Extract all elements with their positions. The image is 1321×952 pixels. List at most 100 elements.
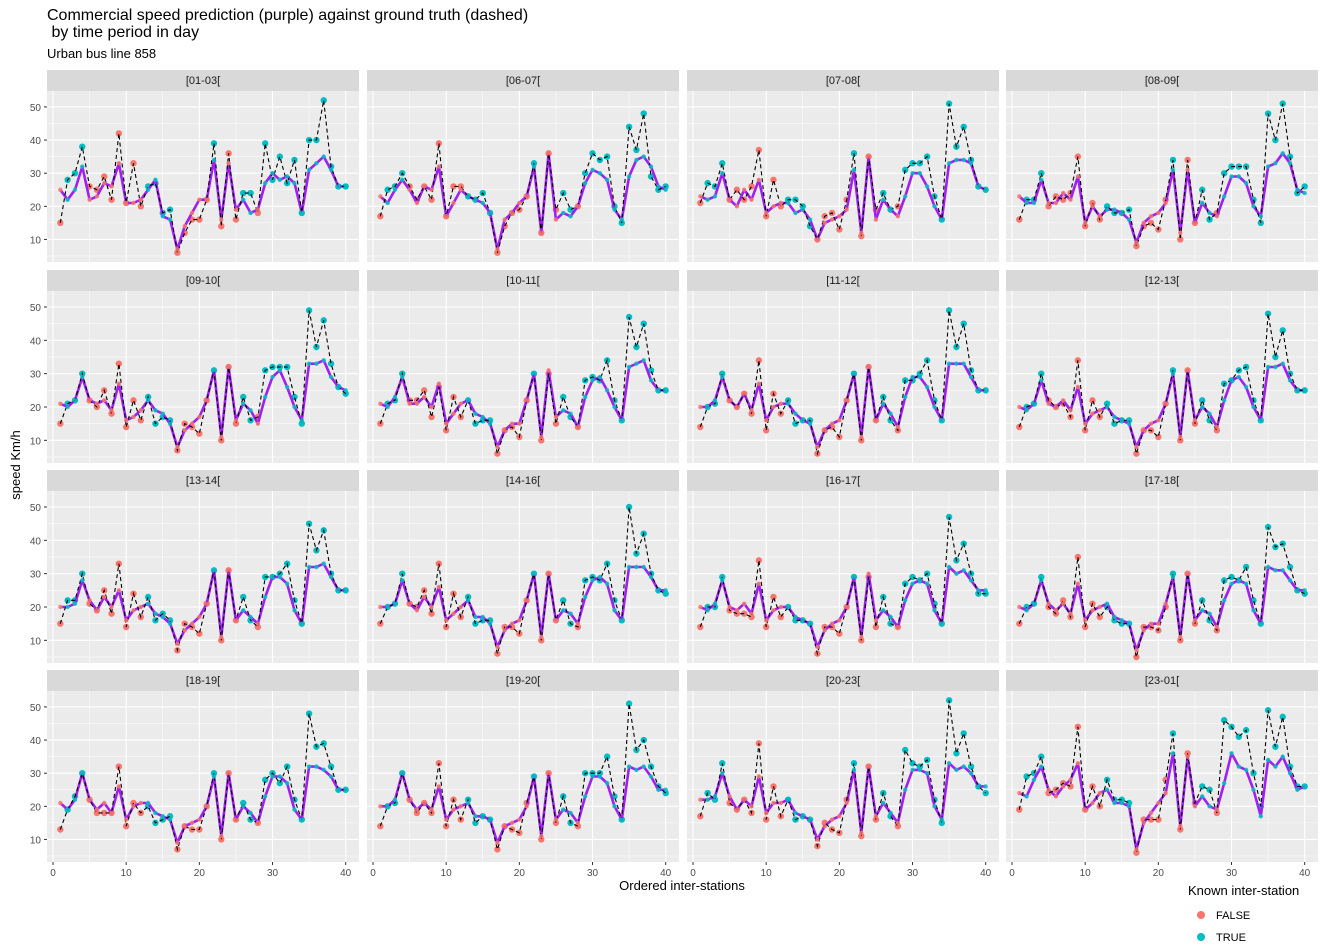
prediction-point: [902, 787, 908, 792]
prediction-point: [343, 388, 348, 393]
prediction-point: [451, 807, 456, 812]
prediction-point: [343, 787, 348, 792]
prediction-point: [531, 164, 537, 169]
prediction-point: [94, 608, 100, 613]
prediction-point: [182, 223, 187, 229]
prediction-point: [734, 608, 740, 613]
x-tick-label: 20: [1153, 868, 1165, 879]
prediction-point: [976, 388, 981, 393]
prediction-point: [1265, 757, 1271, 763]
ground-truth-point: [938, 819, 945, 827]
prediction-point: [546, 151, 551, 156]
y-tick-label: 40: [30, 536, 42, 547]
prediction-point: [443, 618, 449, 623]
prediction-point: [641, 358, 646, 363]
prediction-point: [58, 800, 63, 806]
prediction-point: [72, 601, 78, 606]
prediction-point: [58, 604, 63, 610]
prediction-point: [1097, 790, 1103, 796]
prediction-point: [407, 797, 412, 802]
prediction-point: [1185, 368, 1190, 373]
prediction-point: [1082, 807, 1088, 812]
prediction-point: [932, 404, 937, 410]
facet-panel: [13-14[10 20 30 40 50: [30, 470, 383, 663]
ground-truth-point: [1220, 169, 1228, 177]
prediction-point: [1287, 161, 1293, 166]
y-tick-label: 50: [30, 303, 42, 314]
ground-truth-point: [755, 357, 763, 364]
prediction-point: [524, 194, 529, 199]
prediction-point: [712, 398, 718, 403]
y-tick-label: 30: [30, 370, 42, 381]
prediction-point: [568, 810, 573, 816]
x-tick-label: 10: [441, 868, 453, 879]
prediction-point: [634, 564, 639, 570]
prediction-point: [292, 404, 297, 410]
ground-truth-point: [1133, 849, 1140, 856]
prediction-point: [1251, 608, 1256, 613]
prediction-point: [182, 428, 187, 433]
prediction-point: [663, 187, 668, 192]
ground-truth-point: [567, 206, 574, 213]
prediction-point: [175, 641, 180, 646]
prediction-point: [1236, 174, 1242, 179]
prediction-point: [910, 767, 915, 773]
prediction-point: [138, 197, 144, 202]
facet-strip: [1006, 670, 1318, 691]
panel-background: [47, 491, 359, 663]
prediction-point: [771, 800, 776, 806]
prediction-point: [924, 184, 930, 189]
prediction-point: [392, 394, 398, 400]
ground-truth-point: [1199, 397, 1206, 404]
prediction-point: [1031, 601, 1037, 606]
prediction-point: [742, 187, 747, 192]
prediction-line: [699, 565, 986, 649]
prediction-point: [495, 644, 500, 650]
prediction-point: [80, 164, 85, 169]
prediction-point: [910, 170, 915, 176]
ground-truth-point: [298, 420, 305, 427]
prediction-point: [917, 170, 923, 176]
prediction-point: [568, 214, 573, 219]
prediction-point: [226, 364, 231, 370]
prediction-point: [619, 217, 624, 222]
prediction-point: [524, 598, 529, 603]
legend: Known inter-station FALSE TRUE: [1188, 883, 1299, 944]
prediction-point: [321, 561, 326, 566]
prediction-point: [153, 408, 158, 413]
y-tick-label: 40: [30, 736, 42, 747]
prediction-point: [946, 564, 952, 570]
prediction-point: [233, 207, 239, 212]
prediction-point: [160, 411, 165, 416]
prediction-point: [881, 197, 886, 202]
ground-truth-line: [699, 516, 986, 656]
facet-panel: [12-13[: [1006, 270, 1318, 463]
prediction-point: [1229, 751, 1234, 756]
facet-panels: [01-03[10 20 30 40 50 [06-07[[07-08[[08-09[[0…: [30, 70, 1318, 879]
prediction-point: [116, 588, 122, 593]
prediction-point: [597, 774, 603, 779]
prediction-point: [1068, 408, 1073, 413]
prediction-point: [663, 787, 668, 792]
ground-truth-point: [1023, 773, 1030, 780]
y-tick-label: 20: [30, 802, 42, 813]
prediction-point: [641, 564, 646, 570]
prediction-point: [778, 800, 784, 806]
prediction-point: [248, 614, 253, 620]
ground-truth-point: [640, 110, 647, 117]
facet-strip: [367, 670, 679, 691]
prediction-point: [1163, 200, 1168, 206]
prediction-point: [487, 421, 493, 426]
prediction-point: [756, 774, 762, 779]
prediction-point: [495, 444, 500, 450]
prediction-point: [1170, 574, 1176, 580]
prediction-point: [1214, 214, 1220, 219]
prediction-point: [429, 187, 434, 192]
prediction-point: [1031, 401, 1037, 406]
prediction-point: [663, 588, 668, 593]
prediction-point: [226, 161, 231, 166]
prediction-point: [131, 608, 136, 613]
prediction-point: [116, 161, 122, 166]
prediction-point: [109, 184, 114, 189]
prediction-point: [604, 177, 610, 183]
